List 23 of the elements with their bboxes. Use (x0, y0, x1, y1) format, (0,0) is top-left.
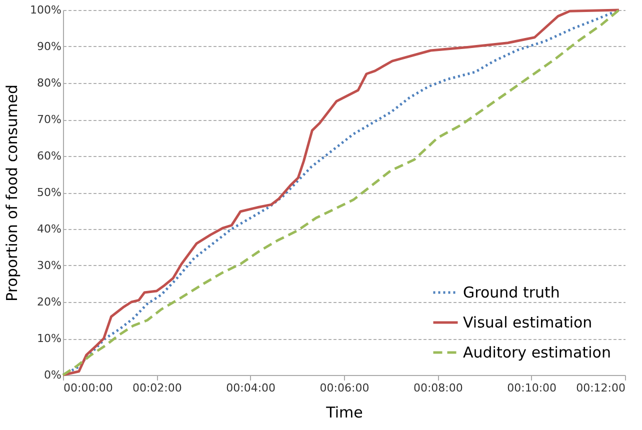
legend-label: Visual estimation (463, 314, 592, 332)
y-axis-title: Proportion of food consumed (3, 84, 22, 302)
x-tick-label: 00:02:00 (132, 382, 182, 394)
x-tick-label: 00:06:00 (320, 382, 370, 394)
x-tick-label: 00:10:00 (507, 382, 557, 394)
y-tick-label: 90% (37, 40, 62, 53)
y-tick-label: 20% (37, 296, 62, 308)
y-tick-label: 50% (37, 186, 62, 199)
y-tick-label: 60% (37, 150, 62, 162)
y-tick-label: 10% (37, 332, 62, 345)
y-tick-label: 100% (30, 4, 62, 16)
x-axis-title: Time (325, 404, 363, 422)
y-tick-label: 70% (37, 113, 62, 126)
legend-label: Ground truth (463, 284, 560, 302)
y-tick-label: 0% (44, 368, 62, 382)
legend-label: Auditory estimation (463, 344, 611, 362)
y-tick-label: 30% (37, 259, 62, 272)
y-tick-label: 40% (37, 222, 62, 236)
y-tick-label: 80% (37, 76, 62, 90)
x-tick-label: 00:04:00 (226, 382, 276, 394)
x-tick-label: 00:00:00 (64, 382, 113, 394)
x-tick-label: 00:08:00 (413, 382, 463, 394)
x-tick-label: 00:12:00 (576, 382, 626, 394)
